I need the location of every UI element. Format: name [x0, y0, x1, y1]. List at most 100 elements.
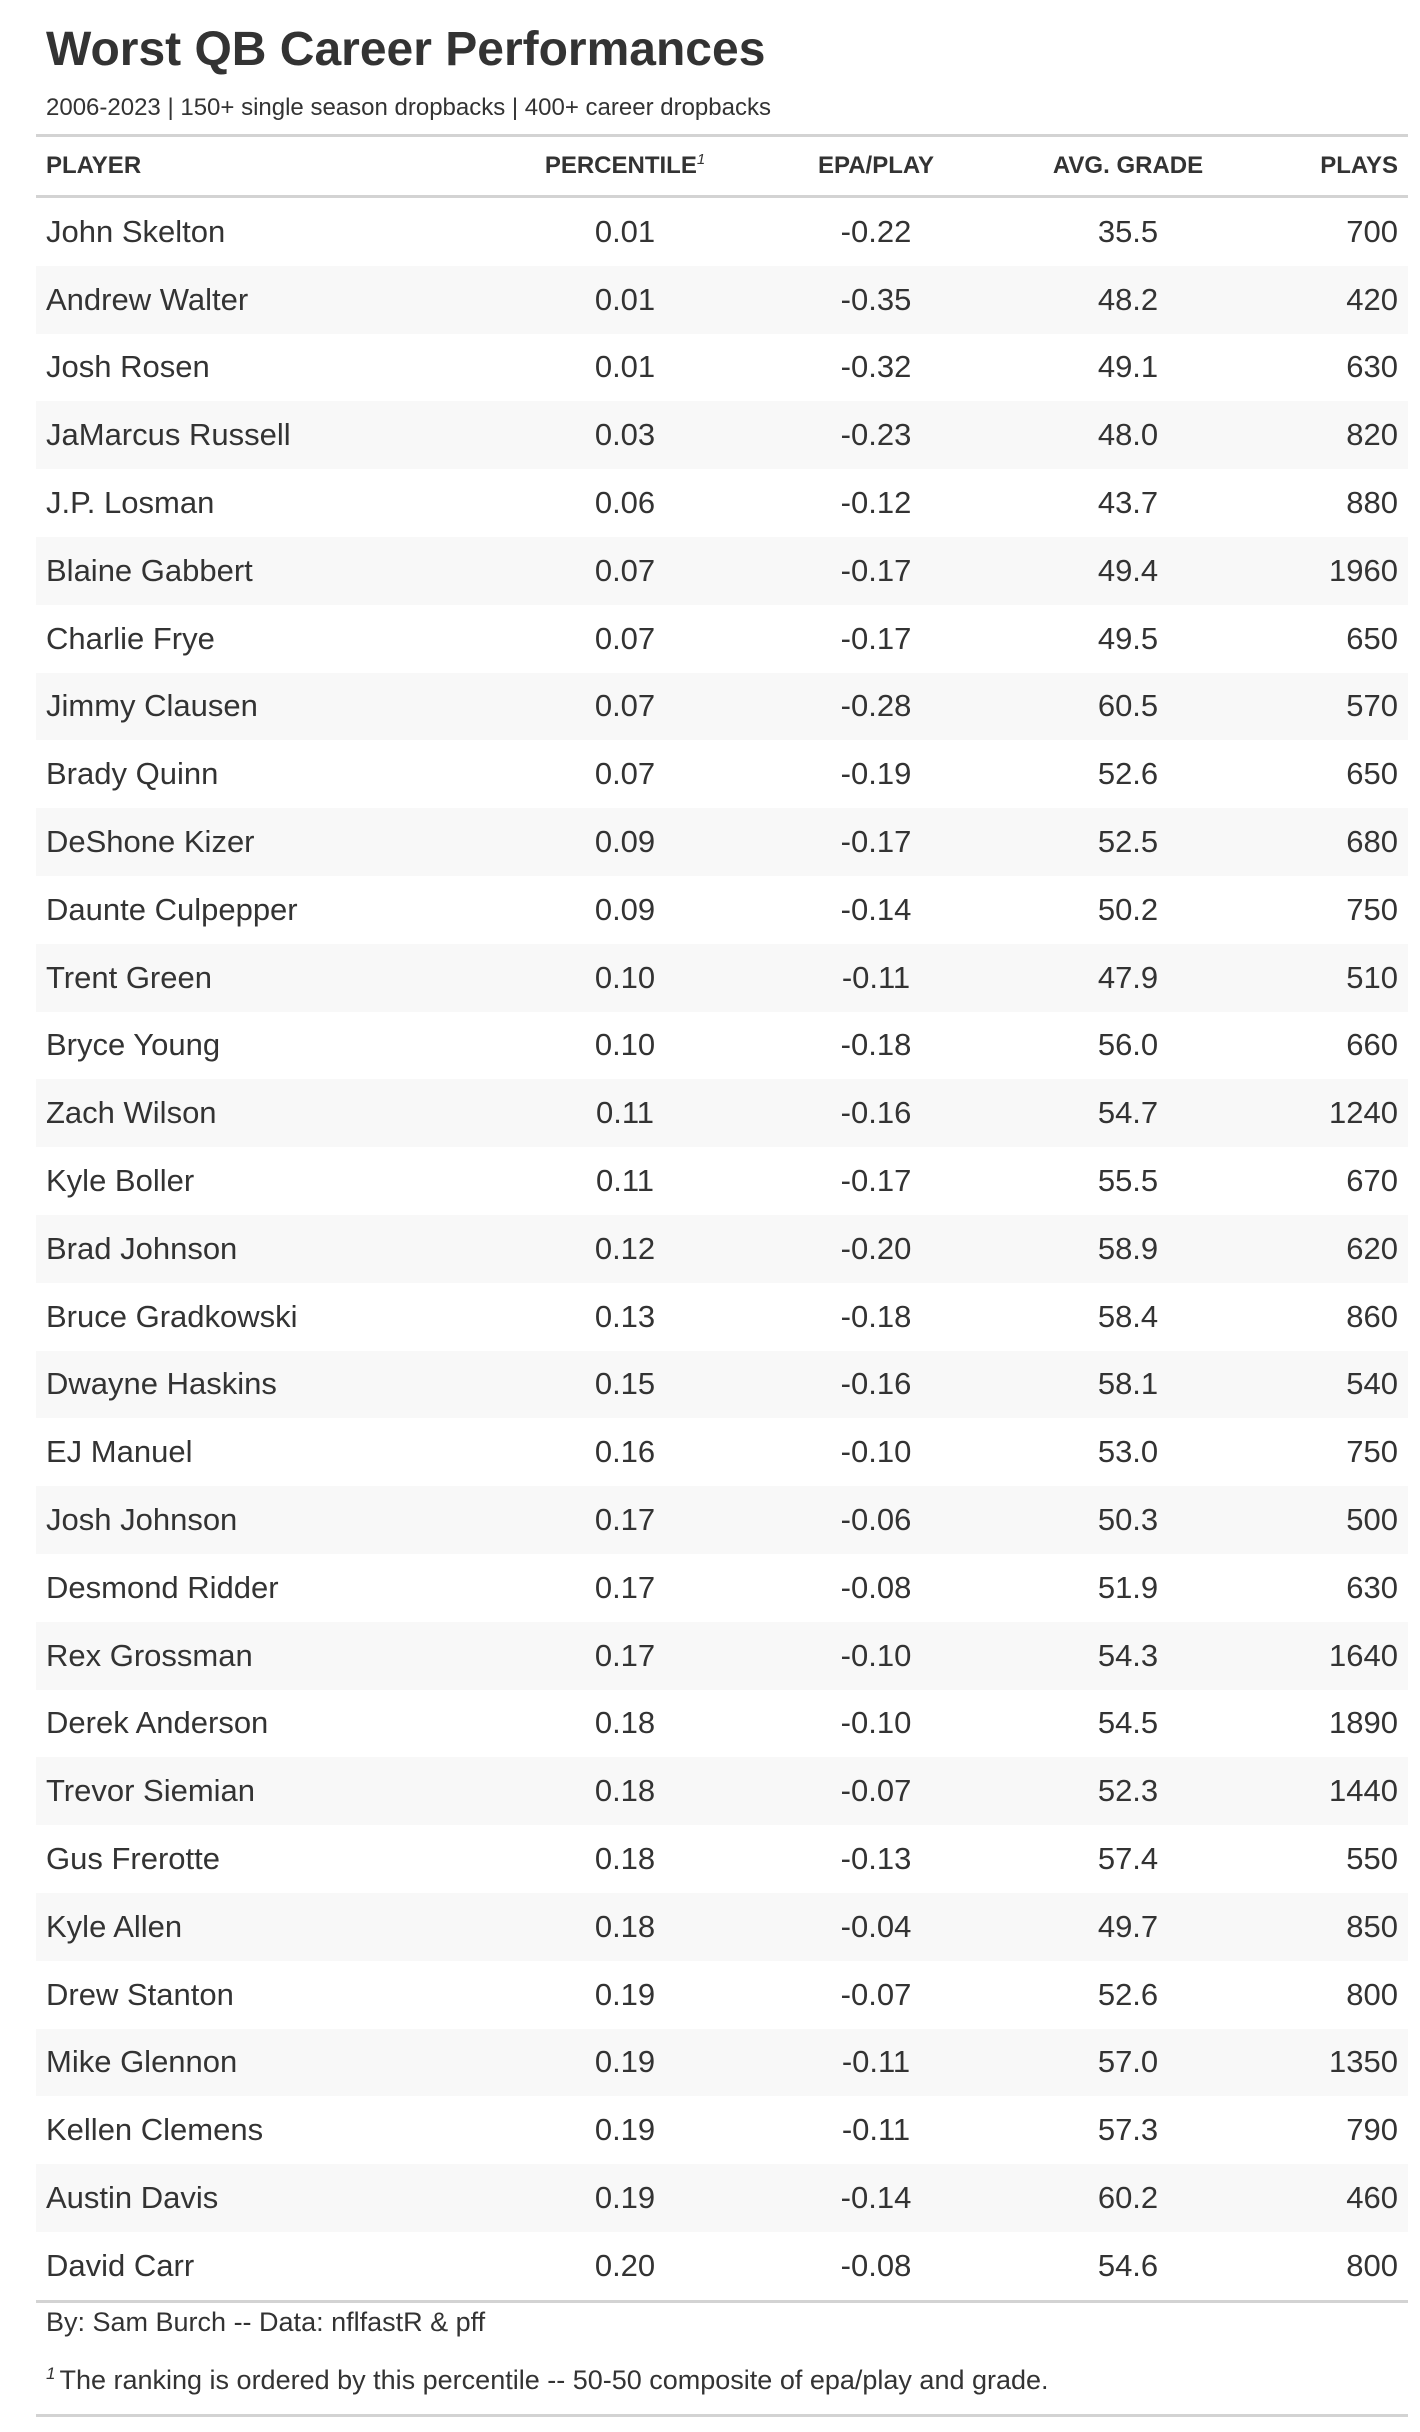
percentile-cell: 0.17: [594, 1569, 656, 1605]
avg-grade-cell: 57.4: [1097, 1841, 1159, 1877]
avg-grade-cell: 52.6: [1097, 756, 1159, 792]
column-header-player: PLAYER: [46, 152, 142, 179]
player-cell: Derek Anderson: [46, 1705, 269, 1741]
plays-cell: 670: [1346, 1163, 1398, 1199]
player-cell: Josh Johnson: [46, 1502, 238, 1538]
plays-cell: 540: [1346, 1366, 1398, 1402]
table-row: JaMarcus Russell 0.03 -0.23 48.0 820: [36, 401, 1408, 470]
percentile-cell: 0.17: [594, 1637, 656, 1673]
plays-cell: 750: [1346, 891, 1398, 927]
plays-cell: 820: [1346, 417, 1398, 453]
plays-cell: 800: [1346, 2247, 1398, 2283]
table-row: J.P. Losman 0.06 -0.12 43.7 880: [36, 469, 1408, 537]
player-cell: Trent Green: [46, 959, 212, 995]
player-cell: Kyle Allen: [46, 1908, 183, 1944]
source-note: By: Sam Burch -- Data: nflfastR & pff: [46, 2307, 486, 2337]
header-row: PLAYER PERCENTILE1 EPA/PLAY AVG. GRADE P…: [36, 135, 1408, 197]
player-cell: Bruce Gradkowski: [46, 1298, 298, 1334]
avg-grade-cell: 48.2: [1097, 281, 1159, 317]
plays-cell: 800: [1346, 1976, 1398, 2012]
plays-cell: 550: [1346, 1841, 1398, 1877]
qb-table: PLAYER PERCENTILE1 EPA/PLAY AVG. GRADE P…: [36, 134, 1408, 2303]
player-cell: JaMarcus Russell: [46, 417, 291, 453]
epa-play-cell: -0.17: [840, 552, 912, 588]
plays-cell: 620: [1346, 1230, 1398, 1266]
table-row: Desmond Ridder 0.17 -0.08 51.9 630: [36, 1554, 1408, 1622]
avg-grade-cell: 60.5: [1097, 688, 1159, 724]
percentile-cell: 0.10: [594, 1027, 656, 1063]
percentile-cell: 0.07: [594, 620, 656, 656]
percentile-cell: 0.01: [594, 349, 656, 385]
plays-cell: 660: [1346, 1027, 1398, 1063]
epa-play-cell: -0.16: [840, 1366, 912, 1402]
table-row: Gus Frerotte 0.18 -0.13 57.4 550: [36, 1825, 1408, 1893]
avg-grade-cell: 50.3: [1097, 1502, 1159, 1538]
percentile-cell: 0.17: [594, 1502, 656, 1538]
avg-grade-cell: 56.0: [1097, 1027, 1159, 1063]
avg-grade-cell: 57.0: [1097, 2044, 1159, 2080]
player-cell: Andrew Walter: [46, 281, 249, 317]
percentile-cell: 0.03: [594, 417, 656, 453]
bottom-rule: [36, 2414, 1408, 2417]
player-cell: Blaine Gabbert: [46, 552, 253, 588]
epa-play-cell: -0.11: [841, 2044, 911, 2080]
epa-play-cell: -0.17: [840, 620, 912, 656]
player-cell: Daunte Culpepper: [46, 891, 298, 927]
table-row: Kyle Allen 0.18 -0.04 49.7 850: [36, 1892, 1408, 1961]
plays-cell: 790: [1346, 2112, 1398, 2148]
table-row: Charlie Frye 0.07 -0.17 49.5 650: [36, 605, 1408, 673]
player-cell: Rex Grossman: [46, 1637, 253, 1673]
table-row: DeShone Kizer 0.09 -0.17 52.5 680: [36, 808, 1408, 876]
table-row: Drew Stanton 0.19 -0.07 52.6 800: [36, 1961, 1408, 2029]
player-cell: Desmond Ridder: [46, 1569, 279, 1605]
column-header-epa-play: EPA/PLAY: [817, 152, 935, 179]
epa-play-cell: -0.04: [840, 1908, 912, 1944]
percentile-cell: 0.01: [594, 281, 656, 317]
epa-play-cell: -0.17: [840, 1163, 912, 1199]
table-row: Brad Johnson 0.12 -0.20 58.9 620: [36, 1214, 1408, 1283]
plays-cell: 510: [1346, 959, 1398, 995]
column-header-plays: PLAYS: [1320, 152, 1398, 179]
avg-grade-cell: 43.7: [1097, 485, 1159, 521]
percentile-cell: 0.19: [594, 2112, 656, 2148]
table-row: Rex Grossman 0.17 -0.10 54.3 1640: [36, 1621, 1408, 1690]
avg-grade-cell: 50.2: [1097, 891, 1159, 927]
plays-cell: 750: [1346, 1434, 1398, 1470]
avg-grade-cell: 58.1: [1097, 1366, 1159, 1402]
percentile-cell: 0.07: [594, 552, 656, 588]
percentile-cell: 0.18: [594, 1908, 656, 1944]
percentile-cell: 0.20: [594, 2247, 656, 2283]
player-cell: Charlie Frye: [46, 620, 215, 656]
header-footnote-marker: 1: [696, 151, 706, 168]
avg-grade-cell: 55.5: [1097, 1163, 1159, 1199]
percentile-cell: 0.18: [594, 1773, 656, 1809]
player-cell: Kellen Clemens: [46, 2112, 264, 2148]
table-body: John Skelton 0.01 -0.22 35.5 700 Andrew Walte…: [36, 197, 1408, 2302]
epa-play-cell: -0.14: [840, 891, 912, 927]
epa-play-cell: -0.10: [840, 1705, 912, 1741]
avg-grade-cell: 49.7: [1097, 1908, 1159, 1944]
player-cell: DeShone Kizer: [46, 824, 255, 860]
plays-cell: 630: [1346, 1569, 1398, 1605]
table-row: Trevor Siemian 0.18 -0.07 52.3 1440: [36, 1757, 1408, 1826]
plays-cell: 570: [1346, 688, 1398, 724]
epa-play-cell: -0.23: [840, 417, 912, 453]
table-row: Jimmy Clausen 0.07 -0.28 60.5 570: [36, 672, 1408, 741]
avg-grade-cell: 52.6: [1097, 1976, 1159, 2012]
avg-grade-cell: 54.6: [1097, 2247, 1159, 2283]
table-row: Andrew Walter 0.01 -0.35 48.2 420: [36, 265, 1408, 334]
table-row: Austin Davis 0.19 -0.14 60.2 460: [36, 2164, 1408, 2232]
table-row: Blaine Gabbert 0.07 -0.17 49.4 1960: [36, 536, 1408, 605]
percentile-cell: 0.10: [594, 959, 656, 995]
player-cell: Josh Rosen: [46, 349, 210, 385]
percentile-cell: 0.13: [594, 1298, 656, 1334]
percentile-cell: 0.19: [594, 1976, 656, 2012]
percentile-cell: 0.15: [594, 1366, 656, 1402]
avg-grade-cell: 52.5: [1097, 824, 1159, 860]
player-cell: Brady Quinn: [46, 756, 219, 792]
epa-play-cell: -0.20: [840, 1230, 912, 1266]
percentile-cell: 0.06: [594, 485, 656, 521]
epa-play-cell: -0.19: [840, 756, 912, 792]
player-cell: John Skelton: [46, 213, 226, 249]
player-cell: Kyle Boller: [46, 1163, 195, 1199]
